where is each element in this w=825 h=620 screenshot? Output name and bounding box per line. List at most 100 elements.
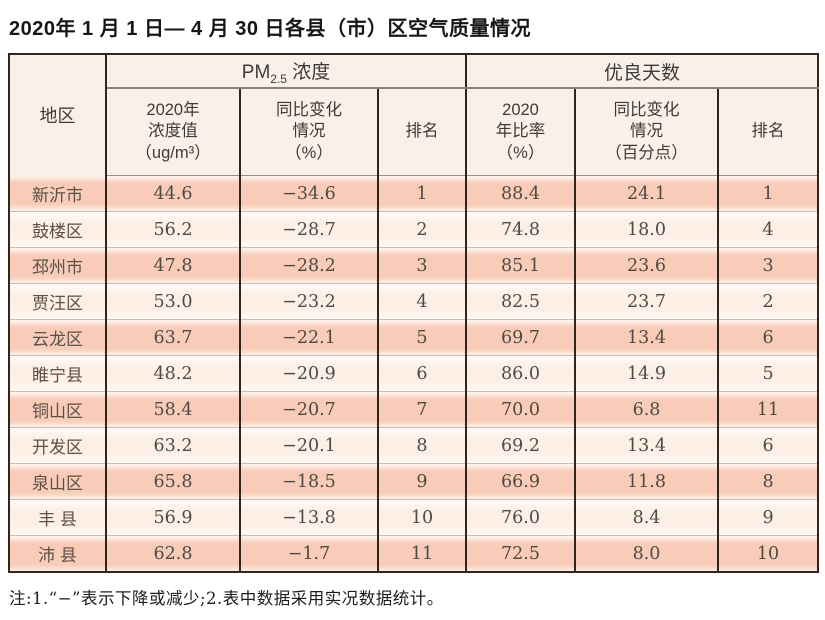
good-ratio-cell: 74.8: [465, 211, 576, 248]
column-header-pm-change: 同比变化 情况 （%）: [239, 88, 379, 176]
pm-rank-cell: 2: [377, 211, 467, 248]
good-change-cell: 18.0: [574, 211, 719, 248]
good-ratio-cell: 82.5: [465, 283, 576, 320]
region-cell: 泉山区: [8, 463, 107, 500]
table-row: 邳州市 47.8 −28.2 3 85.1 23.6 3: [8, 247, 820, 284]
pm-change-cell: −20.1: [239, 427, 379, 464]
region-cell: 鼓楼区: [8, 211, 107, 248]
region-cell: 丰 县: [8, 499, 107, 536]
good-ratio-cell: 76.0: [465, 499, 576, 536]
good-rank-cell: 10: [716, 535, 820, 572]
pm-rank-cell: 4: [377, 283, 467, 320]
pm-rank-cell: 1: [377, 175, 467, 212]
table-header: 地区 PM2.5 浓度 优良天数 2020年 浓度值 （ug/m³） 同比变化 …: [8, 54, 820, 176]
good-change-cell: 24.1: [574, 175, 719, 212]
region-cell: 开发区: [8, 427, 107, 464]
pm-change-cell: −1.7: [239, 535, 379, 572]
column-group-good-days: 优良天数: [464, 54, 820, 89]
pm-change-cell: −13.8: [239, 499, 379, 536]
column-header-good-ratio: 2020 年比率 （%）: [465, 88, 576, 176]
pm-value-cell: 58.4: [105, 391, 241, 428]
region-cell: 云龙区: [8, 319, 107, 356]
table-row: 贾汪区 53.0 −23.2 4 82.5 23.7 2: [8, 283, 820, 320]
pm-change-cell: −23.2: [239, 283, 379, 320]
pm25-label-subscript: 2.5: [270, 71, 287, 86]
pm-change-cell: −28.2: [239, 247, 379, 284]
region-cell: 沛 县: [8, 535, 107, 572]
pm-value-cell: 56.9: [105, 499, 241, 536]
good-ratio-cell: 69.2: [465, 427, 576, 464]
good-ratio-cell: 70.0: [465, 391, 576, 428]
good-rank-cell: 9: [716, 499, 820, 536]
good-ratio-cell: 72.5: [465, 535, 576, 572]
table-row: 睢宁县 48.2 −20.9 6 86.0 14.9 5: [8, 355, 820, 392]
pm-value-cell: 63.2: [105, 427, 241, 464]
good-rank-cell: 5: [716, 355, 820, 392]
group-header-row: 地区 PM2.5 浓度 优良天数: [8, 54, 820, 176]
pm-rank-cell: 8: [377, 427, 467, 464]
table-row: 泉山区 65.8 −18.5 9 66.9 11.8 8: [8, 463, 820, 500]
column-header-pm-value: 2020年 浓度值 （ug/m³）: [105, 88, 241, 176]
good-ratio-cell: 85.1: [465, 247, 576, 284]
table-row: 鼓楼区 56.2 −28.7 2 74.8 18.0 4: [8, 211, 820, 248]
table-row: 铜山区 58.4 −20.7 7 70.0 6.8 11: [8, 391, 820, 428]
column-header-good-rank: 排名: [716, 88, 820, 176]
pm-value-cell: 47.8: [105, 247, 241, 284]
pm-change-cell: −18.5: [239, 463, 379, 500]
pm-rank-cell: 9: [377, 463, 467, 500]
good-rank-cell: 2: [716, 283, 820, 320]
sub-header-row: 2020年 浓度值 （ug/m³） 同比变化 情况 （%） 排名 2020 年比…: [9, 88, 820, 176]
good-change-cell: 14.9: [574, 355, 719, 392]
table-row: 开发区 63.2 −20.1 8 69.2 13.4 6: [8, 427, 820, 464]
good-rank-cell: 6: [716, 427, 820, 464]
footnote: 注:1.“−”表示下降或减少;2.表中数据采用实况数据统计。: [9, 589, 444, 608]
good-change-cell: 23.6: [574, 247, 719, 284]
good-change-cell: 6.8: [574, 391, 719, 428]
good-change-cell: 11.8: [574, 463, 719, 500]
region-cell: 贾汪区: [8, 283, 107, 320]
table-row: 沛 县 62.8 −1.7 11 72.5 8.0 10: [8, 535, 820, 572]
pm-value-cell: 56.2: [105, 211, 241, 248]
air-quality-table: 地区 PM2.5 浓度 优良天数 2020年 浓度值 （ug/m³） 同比变化 …: [8, 53, 820, 573]
pm-rank-cell: 10: [377, 499, 467, 536]
good-rank-cell: 6: [716, 319, 820, 356]
pm-rank-cell: 11: [377, 535, 467, 572]
good-rank-cell: 8: [716, 463, 820, 500]
good-rank-cell: 11: [716, 391, 820, 428]
region-cell: 新沂市: [8, 175, 107, 212]
column-header-pm-rank: 排名: [377, 88, 467, 176]
good-ratio-cell: 86.0: [465, 355, 576, 392]
table-row: 新沂市 44.6 −34.6 1 88.4 24.1 1: [8, 175, 820, 212]
table-row: 云龙区 63.7 −22.1 5 69.7 13.4 6: [8, 319, 820, 356]
column-header-good-change: 同比变化 情况 （百分点）: [574, 88, 719, 176]
good-rank-cell: 4: [716, 211, 820, 248]
good-ratio-cell: 66.9: [465, 463, 576, 500]
pm-change-cell: −28.7: [239, 211, 379, 248]
pm-value-cell: 62.8: [105, 535, 241, 572]
good-change-cell: 13.4: [574, 427, 719, 464]
column-header-region: 地区: [8, 54, 107, 176]
good-change-cell: 8.0: [574, 535, 719, 572]
region-cell: 铜山区: [8, 391, 107, 428]
pm-value-cell: 48.2: [105, 355, 241, 392]
column-group-pm25: PM2.5 浓度: [105, 54, 467, 89]
table-body: 新沂市 44.6 −34.6 1 88.4 24.1 1 鼓楼区 56.2 −28.7 2 74.8 1…: [8, 175, 820, 572]
pm-change-cell: −20.7: [239, 391, 379, 428]
region-cell: 邳州市: [8, 247, 107, 284]
good-ratio-cell: 69.7: [465, 319, 576, 356]
pm-change-cell: −22.1: [239, 319, 379, 356]
pm-value-cell: 63.7: [105, 319, 241, 356]
pm-rank-cell: 3: [377, 247, 467, 284]
table-row: 丰 县 56.9 −13.8 10 76.0 8.4 9: [8, 499, 820, 536]
good-ratio-cell: 88.4: [465, 175, 576, 212]
good-change-cell: 13.4: [574, 319, 719, 356]
pm-value-cell: 65.8: [105, 463, 241, 500]
pm-rank-cell: 5: [377, 319, 467, 356]
pm-value-cell: 53.0: [105, 283, 241, 320]
good-rank-cell: 1: [716, 175, 820, 212]
pm-rank-cell: 7: [377, 391, 467, 428]
pm-rank-cell: 6: [377, 355, 467, 392]
region-cell: 睢宁县: [8, 355, 107, 392]
pm-change-cell: −34.6: [239, 175, 379, 212]
page-title: 2020年 1 月 1 日— 4 月 30 日各县（市）区空气质量情况: [9, 18, 532, 40]
